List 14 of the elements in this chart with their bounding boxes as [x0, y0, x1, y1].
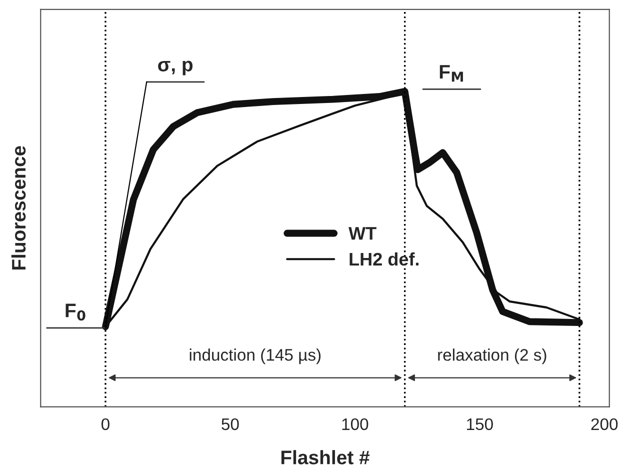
- annotation: relaxation (2 s): [438, 348, 546, 364]
- x-tick-label: 200: [591, 418, 618, 430]
- legend-label: LH2 def.: [350, 252, 419, 266]
- x-tick-label: 0: [102, 418, 110, 430]
- x-tick-label: 150: [467, 418, 493, 430]
- x-tick-label: 50: [222, 418, 239, 430]
- annotation: induction (145 µs): [190, 348, 321, 364]
- text: F$_{M}$: [440, 65, 463, 82]
- x-axis-title: Flashlet #: [281, 450, 370, 464]
- text: σ, p: [158, 60, 193, 76]
- annotation: F$_{0}$: [66, 304, 86, 321]
- y-axis-title: Fluorescence: [11, 146, 26, 270]
- legend-label: WT: [348, 227, 376, 240]
- x-tick-label: 100: [342, 418, 368, 430]
